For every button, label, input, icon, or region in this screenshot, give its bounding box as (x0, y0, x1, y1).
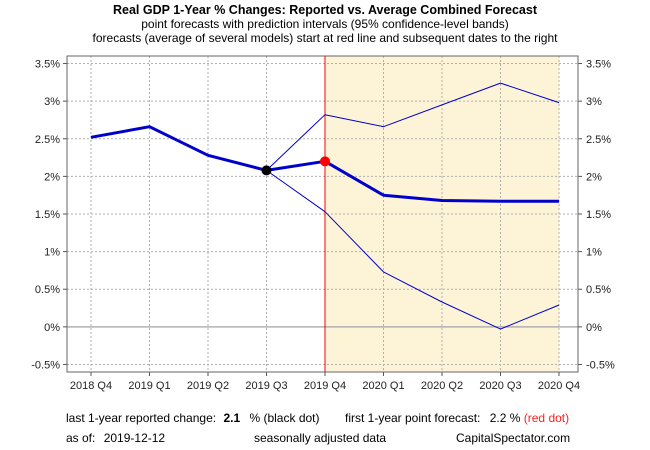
y-tick-label-left: -0.5% (31, 359, 60, 371)
y-tick-label-right: 1.5% (586, 209, 611, 221)
y-tick-label-right: -0.5% (586, 359, 615, 371)
as-of-caption: as of: 2019-12-12 (66, 431, 165, 445)
y-tick-label-right: 0.5% (586, 284, 611, 296)
first-forecast-label: first 1-year point forecast: (345, 411, 481, 425)
first-forecast-caption: first 1-year point forecast: 2.2 % (red … (345, 411, 569, 425)
seasonally-adjusted-note: seasonally adjusted data (254, 431, 387, 445)
upper-band-line (266, 82, 560, 171)
y-tick-label-right: 1% (586, 247, 602, 259)
y-tick-label-left: 2% (44, 171, 60, 183)
y-tick-label-left: 3.5% (35, 59, 60, 71)
last-reported-dot (261, 165, 272, 176)
chart-subtitle-2: forecasts (average of several models) st… (92, 31, 558, 45)
last-reported-caption: last 1-year reported change: 2.1 % (blac… (66, 411, 320, 425)
last-reported-value: 2.1 (223, 411, 241, 425)
y-tick-label-left: 0.5% (35, 284, 60, 296)
y-tick-label-left: 1.5% (35, 209, 60, 221)
first-forecast-value: 2.2 % (489, 411, 521, 425)
y-tick-label-left: 0% (44, 322, 60, 334)
y-tick-label-right: 2.5% (586, 134, 611, 146)
x-tick-label: 2020 Q4 (538, 380, 580, 392)
y-tick-label-right: 0% (586, 322, 602, 334)
y-tick-label-right: 2% (586, 171, 602, 183)
last-reported-suffix: % (black dot) (249, 411, 320, 425)
x-tick-label: 2018 Q4 (70, 380, 112, 392)
y-tick-label-left: 1% (44, 247, 60, 259)
reported-series-line (90, 125, 267, 172)
plot-frame (66, 55, 579, 373)
last-reported-label: last 1-year reported change: (66, 411, 217, 425)
as-of-label: as of: (66, 431, 96, 445)
y-tick-label-right: 3.5% (586, 59, 611, 71)
x-tick-label: 2020 Q1 (362, 380, 404, 392)
x-tick-label: 2020 Q3 (479, 380, 521, 392)
forecast-series-line (266, 159, 559, 203)
x-tick-label: 2019 Q3 (245, 380, 287, 392)
source-credit: CapitalSpectator.com (456, 431, 571, 445)
first-forecast-dot (320, 156, 330, 167)
x-tick-label: 2019 Q1 (128, 380, 170, 392)
y-tick-label-left: 2.5% (35, 134, 60, 146)
x-tick-label: 2019 Q4 (304, 380, 346, 392)
chart-subtitle-1: point forecasts with prediction interval… (141, 17, 509, 31)
x-tick-label: 2019 Q2 (187, 380, 229, 392)
chart-title: Real GDP 1-Year % Changes: Reported vs. … (113, 3, 537, 17)
lower-band-line (266, 169, 560, 330)
y-tick-label-right: 3% (586, 96, 602, 108)
x-tick-label: 2020 Q2 (421, 380, 463, 392)
as-of-date: 2019-12-12 (103, 431, 166, 445)
first-forecast-suffix: (red dot) (523, 411, 570, 425)
y-tick-label-left: 3% (44, 96, 60, 108)
